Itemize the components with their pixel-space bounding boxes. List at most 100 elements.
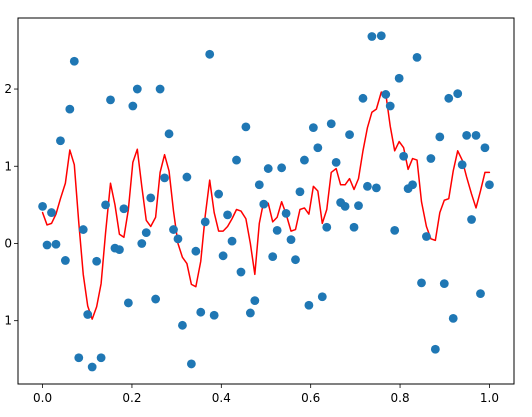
scatter-point [345, 130, 354, 139]
scatter-series-layer [38, 31, 494, 372]
scatter-point [65, 104, 75, 114]
x-tick-label: 0.4 [212, 391, 231, 405]
scatter-point [186, 359, 196, 369]
scatter-point [300, 155, 309, 165]
x-tick-label: 0.2 [122, 391, 141, 405]
scatter-point [354, 201, 363, 211]
scatter-point [223, 210, 232, 220]
scatter-point [286, 235, 296, 245]
scatter-point [87, 362, 97, 372]
scatter-point [259, 199, 269, 209]
scatter-point [462, 130, 472, 140]
scatter-point [132, 84, 142, 94]
x-tick-label: 0.6 [301, 391, 320, 405]
scatter-point [467, 215, 476, 224]
axes-frame [17, 17, 515, 385]
scatter-point [417, 278, 426, 288]
scatter-point [200, 217, 210, 227]
scatter-point [250, 296, 260, 306]
scatter-point [399, 151, 409, 161]
scatter-point [115, 245, 124, 255]
scatter-point [358, 93, 368, 103]
scatter-point [169, 225, 178, 234]
scatter-point [101, 200, 110, 210]
scatter-point [453, 89, 463, 99]
scatter-point [74, 353, 84, 363]
x-axis: 0.0 0.2 0.4 0.6 0.8 1.0 [33, 384, 499, 405]
scatter-point [340, 202, 350, 211]
scatter-point [426, 154, 436, 163]
scatter-point [304, 300, 314, 310]
scatter-point [160, 173, 169, 183]
scatter-point [123, 298, 133, 308]
x-tick-label: 0.0 [33, 391, 52, 405]
scatter-point [313, 143, 323, 153]
scatter-point [78, 225, 88, 234]
scatter-point [308, 123, 318, 133]
scatter-point [331, 157, 341, 167]
y-tick-label: 2 [4, 82, 12, 96]
scatter-point [435, 132, 445, 142]
scatter-point [47, 208, 56, 217]
scatter-point [151, 294, 161, 304]
scatter-point [408, 180, 417, 190]
scatter-point [214, 189, 224, 199]
scatter-point [38, 202, 47, 211]
y-tick-label: 1 [4, 314, 12, 328]
scatter-point [196, 307, 206, 317]
scatter-point [480, 143, 490, 153]
scatter-point [83, 310, 93, 319]
scatter-point [476, 289, 485, 299]
scatter-point [42, 240, 52, 250]
scatter-point [412, 52, 422, 62]
scatter-point [209, 310, 219, 320]
scatter-point [444, 93, 454, 103]
scatter-point [191, 246, 201, 256]
x-tick-label: 1.0 [480, 391, 499, 405]
scatter-point [322, 222, 332, 232]
scatter-point [254, 180, 264, 190]
y-axis: 1 0 1 2 [4, 82, 18, 328]
scatter-point [394, 73, 404, 83]
scatter-point [295, 187, 305, 197]
scatter-point [439, 279, 449, 289]
scatter-point [376, 31, 386, 41]
scatter-point [281, 208, 291, 218]
scatter-point [182, 172, 192, 182]
scatter-point [272, 225, 282, 235]
scatter-point [69, 56, 79, 66]
scatter-point [448, 313, 458, 323]
scatter-point [385, 101, 395, 111]
scatter-point [232, 155, 241, 165]
y-tick-label: 0 [4, 236, 12, 250]
scatter-point [390, 225, 400, 235]
scatter-point [371, 183, 381, 193]
scatter-point [60, 256, 70, 265]
scatter-point [471, 130, 481, 140]
y-tick-label: 1 [4, 159, 12, 173]
scatter-point [178, 320, 187, 330]
scatter-point [96, 353, 106, 363]
scatter-point [326, 119, 336, 129]
scatter-point [218, 251, 228, 261]
scatter-point [363, 181, 372, 191]
scatter-point [317, 292, 327, 302]
scatter-point [263, 164, 273, 173]
scatter-point [268, 252, 278, 261]
scatter-point [241, 122, 251, 132]
scatter-point [137, 239, 147, 248]
scatter-point [205, 49, 215, 59]
scatter-point [422, 232, 431, 241]
scatter-point [381, 90, 391, 99]
scatter-point [430, 344, 440, 354]
scatter-point [119, 204, 129, 214]
x-tick-label: 0.8 [391, 391, 410, 405]
scatter-point [106, 95, 115, 105]
scatter-point [245, 308, 255, 318]
scatter-point [146, 193, 156, 203]
scatter-point [227, 236, 237, 246]
scatter-point [92, 256, 102, 266]
scatter-point [277, 163, 287, 173]
